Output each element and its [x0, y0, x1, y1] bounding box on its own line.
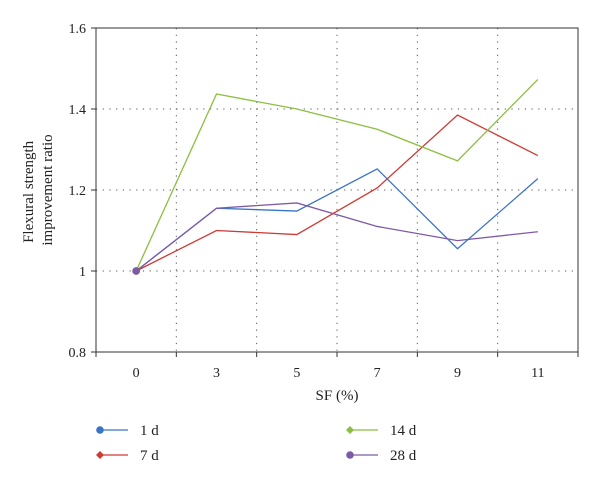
y-tick-label: 1.6 [69, 22, 87, 37]
series-28-d [132, 202, 538, 275]
legend-marker [96, 426, 104, 434]
x-axis: 0 3 5 7 9 11 [95, 352, 579, 381]
x-tick-label: 5 [293, 366, 300, 381]
series-start-marker [132, 267, 140, 275]
legend-item: 7 d [96, 448, 159, 464]
legend-marker [346, 451, 354, 459]
legend-label: 28 d [390, 448, 417, 464]
series-1-d [132, 168, 539, 275]
y-tick-label: 1.2 [69, 184, 87, 199]
x-tick-label: 7 [374, 366, 381, 381]
legend-label: 14 d [390, 423, 417, 439]
series-line [135, 78, 539, 272]
series-14-d [132, 78, 539, 275]
y-tick-label: 0.8 [69, 346, 87, 361]
x-axis-label: SF (%) [316, 388, 359, 404]
series-group [132, 78, 539, 275]
x-tick-label: 0 [133, 366, 140, 381]
series-line [135, 114, 539, 272]
y-axis-label: Flexural strength improvement ratio [21, 134, 56, 245]
x-tick-label: 11 [531, 366, 544, 381]
y-axis-label-line-2: improvement ratio [40, 134, 56, 245]
series-7-d [132, 114, 539, 275]
y-axis: 0.8 1 1.2 1.4 1.6 [69, 22, 96, 361]
x-tick-label: 9 [454, 366, 461, 381]
legend: 1 d 14 d 7 d 28 d [96, 423, 417, 464]
series-line [135, 202, 538, 272]
legend-item: 28 d [346, 448, 417, 464]
y-tick-label: 1.4 [69, 103, 87, 118]
y-tick-label: 1 [79, 265, 86, 280]
legend-marker [346, 426, 354, 434]
y-axis-label-line-1: Flexural strength [21, 140, 37, 243]
legend-marker [96, 451, 104, 459]
legend-item: 1 d [96, 423, 159, 439]
legend-label: 7 d [140, 448, 159, 464]
series-line [135, 168, 539, 272]
x-tick-label: 3 [213, 366, 220, 381]
legend-label: 1 d [140, 423, 159, 439]
legend-item: 14 d [346, 423, 417, 439]
